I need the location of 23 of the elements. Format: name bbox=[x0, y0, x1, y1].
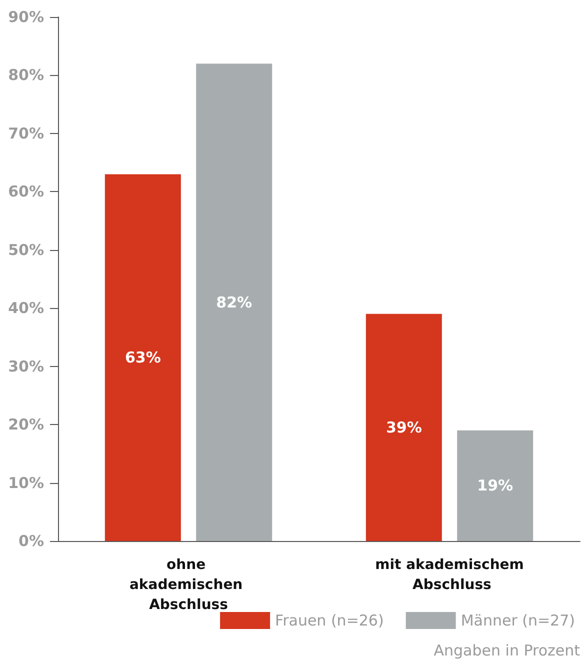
y-tick-label: 10% bbox=[8, 474, 44, 492]
bar bbox=[104, 174, 181, 541]
legend-label: Frauen (n=26) bbox=[275, 612, 384, 630]
y-tick-label: 30% bbox=[8, 357, 44, 376]
bar bbox=[196, 64, 272, 541]
y-tick-label: 60% bbox=[8, 182, 44, 201]
y-tick-label: 80% bbox=[8, 66, 44, 84]
legend-label: Männer (n=27) bbox=[460, 612, 576, 630]
y-tick-label: 70% bbox=[8, 124, 44, 142]
data-label: 63% bbox=[124, 348, 161, 367]
text: Angaben in Prozent bbox=[434, 642, 580, 660]
y-tick-label: 40% bbox=[8, 299, 44, 318]
x-tick-label: ohne akademischen Abschluss bbox=[129, 557, 248, 613]
data-label: 82% bbox=[216, 293, 252, 312]
y-tick-label: 0% bbox=[18, 532, 44, 550]
y-tick-label: 90% bbox=[8, 8, 44, 26]
bar bbox=[457, 430, 534, 541]
x-tick-label: mit akademischem Abschluss bbox=[375, 557, 524, 593]
y-tick-label: 50% bbox=[8, 240, 44, 259]
data-label: 19% bbox=[477, 476, 514, 495]
bar bbox=[366, 314, 442, 541]
data-label: 39% bbox=[386, 418, 422, 436]
y-tick-label: 20% bbox=[8, 416, 44, 434]
